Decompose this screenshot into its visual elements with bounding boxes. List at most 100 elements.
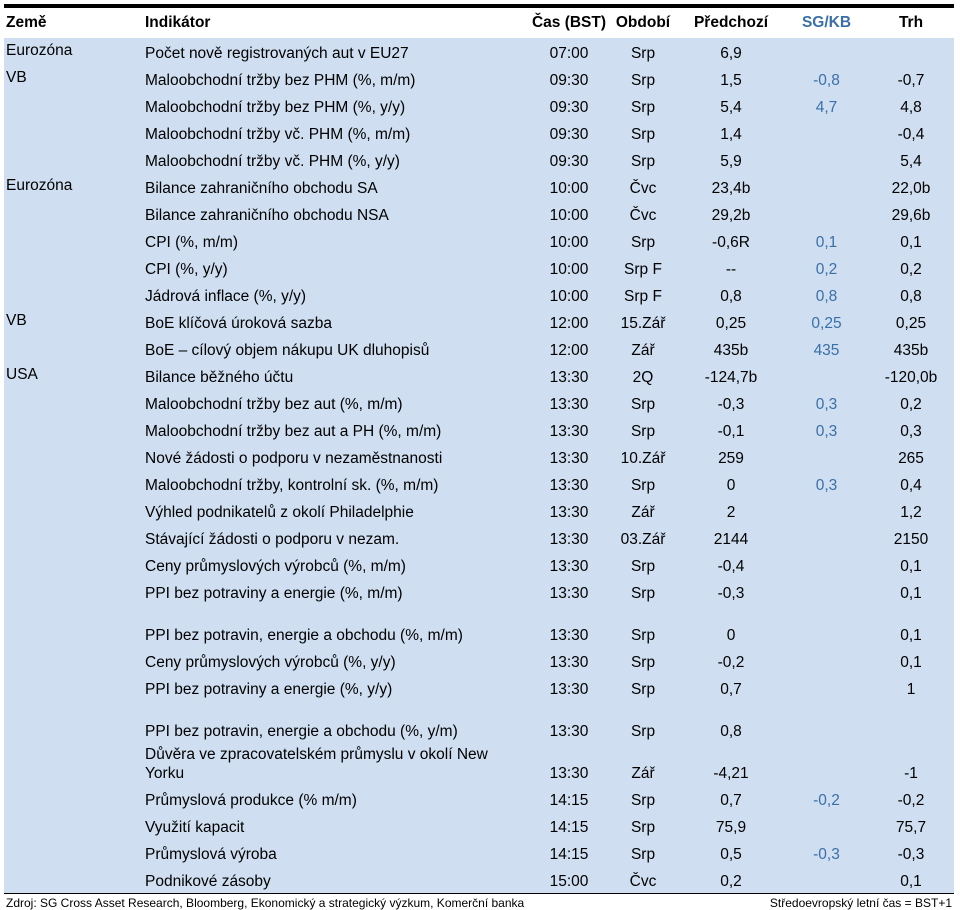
country-cell xyxy=(4,785,142,812)
header-row: Země Indikátor Čas (BST) Období Předchoz… xyxy=(4,8,954,38)
sgkb-cell: -0,2 xyxy=(813,792,840,809)
period-cell: 2Q xyxy=(632,369,654,386)
time-cell: 13:30 xyxy=(549,723,589,740)
period-cell: Srp xyxy=(630,627,656,644)
previous-cell: -0,3 xyxy=(717,396,745,413)
sgkb-cell: 0,2 xyxy=(815,261,838,278)
market-cell: 1 xyxy=(906,681,916,698)
country-cell xyxy=(4,119,142,146)
sgkb-cell: 435 xyxy=(813,342,840,359)
indicator-cell: PPI bez potravin, energie a obchodu (%, … xyxy=(145,723,458,740)
country-cell xyxy=(4,839,142,866)
time-cell: 09:30 xyxy=(549,126,589,143)
period-cell: Zář xyxy=(631,342,655,359)
timezone-note: Středoevropský letní čas = BST+1 xyxy=(769,896,952,910)
previous-cell: 2144 xyxy=(713,531,749,548)
table-row: Ceny průmyslových výrobců (%, m/m) 13:30 S… xyxy=(4,551,954,578)
country-cell xyxy=(4,551,142,578)
indicator-cell: Podnikové zásoby xyxy=(145,873,271,890)
table-row: Eurozóna Bilance zahraničního obchodu SA 1… xyxy=(4,173,954,200)
time-cell: 09:30 xyxy=(549,72,589,89)
previous-cell: -0,4 xyxy=(717,558,745,575)
table-row: Maloobchodní tržby bez aut (%, m/m) 13:30… xyxy=(4,389,954,416)
indicator-cell: Počet nově registrovaných aut v EU27 xyxy=(145,45,409,62)
market-cell: 75,7 xyxy=(895,819,927,836)
country-cell xyxy=(4,524,142,551)
country-cell xyxy=(4,200,142,227)
sgkb-cell: 0,25 xyxy=(811,315,842,332)
previous-cell: 0,8 xyxy=(720,723,742,740)
market-cell: 4,8 xyxy=(900,99,922,116)
time-cell: 13:30 xyxy=(549,531,589,548)
table-row: BoE – cílový objem nákupu UK dluhopisů 12… xyxy=(4,335,954,362)
indicator-cell: Důvěra ve zpracovatelském průmyslu v oko… xyxy=(145,746,488,782)
table-row: PPI bez potravin, energie a obchodu (%, … xyxy=(4,701,954,743)
table-row: Nové žádosti o podporu v nezaměstnanosti… xyxy=(4,443,954,470)
previous-cell: 2 xyxy=(726,504,736,521)
col-header-period: Období xyxy=(609,8,677,38)
previous-cell: -0,3 xyxy=(717,585,745,602)
time-cell: 13:30 xyxy=(549,765,589,782)
previous-cell: 0,8 xyxy=(720,288,742,305)
indicator-cell: Maloobchodní tržby bez PHM (%, y/y) xyxy=(145,99,406,116)
previous-cell: -0,6R xyxy=(712,234,750,251)
top-rule xyxy=(4,4,954,8)
market-cell: 29,6b xyxy=(891,207,931,224)
sgkb-cell xyxy=(785,647,868,674)
country-cell: VB xyxy=(6,69,27,86)
market-cell: -0,7 xyxy=(897,72,925,89)
table-row: VB Maloobchodní tržby bez PHM (%, m/m) 09:… xyxy=(4,65,954,92)
market-cell: -1 xyxy=(904,765,918,782)
table-row: Výhled podnikatelů z okolí Philadelphie 1… xyxy=(4,497,954,524)
indicator-cell: Jádrová inflace (%, y/y) xyxy=(145,288,307,305)
previous-cell: 0,7 xyxy=(720,681,742,698)
time-cell: 14:15 xyxy=(549,792,589,809)
indicator-cell: Maloobchodní tržby bez aut (%, m/m) xyxy=(145,396,403,413)
period-cell: Srp xyxy=(630,126,656,143)
previous-cell: 5,9 xyxy=(720,153,742,170)
previous-cell: 1,4 xyxy=(720,126,742,143)
sgkb-cell xyxy=(785,200,868,227)
previous-cell: -- xyxy=(725,261,737,278)
market-cell: 0,8 xyxy=(900,288,922,305)
time-cell: 09:30 xyxy=(549,153,589,170)
sgkb-cell: -0,3 xyxy=(813,846,840,863)
previous-cell: 1,5 xyxy=(720,72,742,89)
indicator-cell: Výhled podnikatelů z okolí Philadelphie xyxy=(145,504,414,521)
indicator-cell: Průmyslová výroba xyxy=(145,846,277,863)
country-cell xyxy=(4,647,142,674)
period-cell: Srp xyxy=(630,477,656,494)
period-cell: Srp xyxy=(630,423,656,440)
col-header-sgkb: SG/KB xyxy=(785,8,868,38)
time-cell: 10:00 xyxy=(549,234,589,251)
country-cell: VB xyxy=(6,312,27,329)
market-cell: 1,2 xyxy=(900,504,922,521)
period-cell: 10.Zář xyxy=(620,450,666,467)
time-cell: 10:00 xyxy=(549,288,589,305)
time-cell: 10:00 xyxy=(549,180,589,197)
time-cell: 14:15 xyxy=(549,846,589,863)
period-cell: Srp xyxy=(630,585,656,602)
table-row: CPI (%, y/y) 10:00 Srp F -- 0,2 0,2 xyxy=(4,254,954,281)
time-cell: 13:30 xyxy=(549,585,589,602)
table-row: Maloobchodní tržby, kontrolní sk. (%, m/… xyxy=(4,470,954,497)
indicator-cell: Maloobchodní tržby bez PHM (%, m/m) xyxy=(145,72,416,89)
table-row: USA Bilance běžného účtu 13:30 2Q -124,7b -12… xyxy=(4,362,954,389)
table-body: Eurozóna Počet nově registrovaných aut v … xyxy=(4,38,954,893)
time-cell: 13:30 xyxy=(549,423,589,440)
sgkb-cell: 4,7 xyxy=(815,99,838,116)
period-cell: Srp F xyxy=(624,261,662,278)
country-cell xyxy=(4,743,142,785)
col-header-market: Trh xyxy=(868,8,954,38)
country-cell xyxy=(4,335,142,362)
sgkb-cell xyxy=(785,38,868,65)
indicator-cell: Maloobchodní tržby vč. PHM (%, y/y) xyxy=(145,153,400,170)
table-row: Bilance zahraničního obchodu NSA 10:00 Čvc… xyxy=(4,200,954,227)
market-cell: -0,4 xyxy=(897,126,925,143)
sgkb-cell xyxy=(785,605,868,647)
market-cell: 5,4 xyxy=(900,153,922,170)
country-cell xyxy=(4,146,142,173)
market-cell: 0,1 xyxy=(900,558,922,575)
source-note: Zdroj: SG Cross Asset Research, Bloomber… xyxy=(6,896,525,910)
table-row: Podnikové zásoby 15:00 Čvc 0,2 0,1 xyxy=(4,866,954,893)
